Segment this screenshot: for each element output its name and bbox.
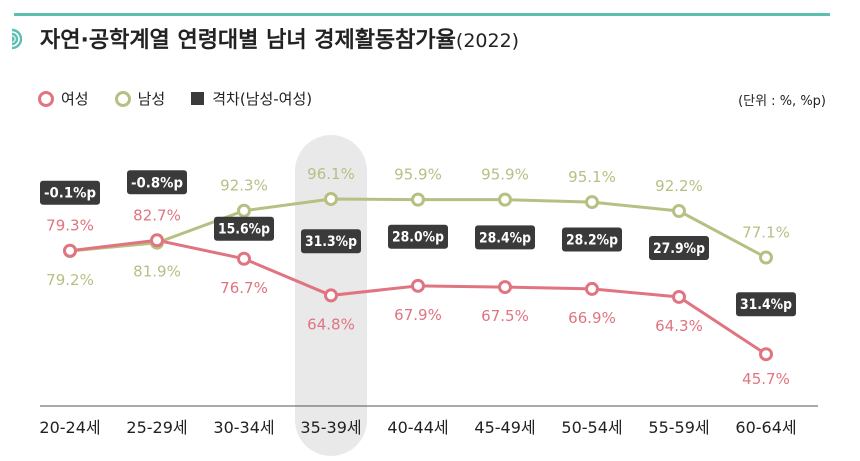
female-point (498, 280, 512, 295)
x-tick-label: 35-39세 (300, 418, 361, 437)
gap-badge (736, 292, 796, 317)
chart-title-main: 자연·공학계열 연령대별 남녀 경제활동참가율 (40, 28, 456, 53)
male-point (498, 192, 512, 207)
gap-square-icon (191, 92, 205, 105)
male-point (324, 192, 338, 206)
male-data-label: 95.1% (568, 168, 616, 186)
female-data-label: 66.9% (568, 309, 616, 327)
female-data-label: 76.7% (220, 279, 268, 297)
legend-item-female: 여성 (38, 88, 89, 109)
gap-badge-label: 31.3%p (305, 234, 357, 250)
title-top-rule (14, 13, 830, 16)
gap-badge (301, 229, 361, 254)
female-data-label: 82.7% (133, 206, 181, 224)
male-point (672, 204, 686, 219)
female-ring-icon (38, 90, 54, 107)
legend: 여성 남성 격차(남성-여성) (38, 88, 338, 109)
legend-item-gap: 격차(남성-여성) (191, 88, 312, 109)
male-data-label: 95.9% (394, 166, 442, 184)
x-tick-label: 40-44세 (387, 418, 448, 437)
gap-badge (40, 180, 100, 205)
legend-label-female: 여성 (61, 90, 89, 108)
gap-badge-label: 31.4%p (740, 297, 792, 313)
x-tick-label: 20-24세 (39, 418, 100, 437)
female-data-label: 45.7% (742, 370, 790, 388)
legend-item-male: 남성 (114, 88, 166, 109)
female-data-label: 79.3% (46, 217, 94, 235)
chart-title: 자연·공학계열 연령대별 남녀 경제활동참가율(2022) (40, 22, 519, 54)
gap-badge-label: 28.0%p (392, 230, 444, 246)
female-data-label: 64.8% (307, 315, 355, 333)
female-point (759, 347, 773, 362)
gap-badge-label: 28.2%p (566, 233, 618, 249)
x-tick-label: 50-54세 (561, 418, 622, 437)
female-point (324, 288, 338, 303)
gap-badge (388, 224, 448, 249)
chart-title-year: (2022) (455, 30, 520, 52)
male-ring-icon (114, 90, 131, 107)
female-point (63, 243, 77, 258)
male-data-label: 79.2% (46, 271, 94, 289)
male-data-label: 96.1% (307, 165, 355, 183)
female-data-label: 67.5% (481, 307, 529, 325)
female-point (237, 251, 251, 266)
x-tick-label: 25-29세 (126, 418, 187, 437)
female-point (150, 233, 164, 248)
x-tick-label: 60-64세 (735, 418, 796, 437)
gap-badge-label: 27.9%p (653, 241, 705, 257)
gap-badge-label: 28.4%p (479, 230, 531, 246)
x-tick-label: 45-49세 (474, 418, 535, 437)
male-point (411, 192, 425, 207)
male-data-label: 92.2% (655, 177, 703, 195)
gap-badge-label: -0.8%p (131, 175, 183, 191)
female-data-label: 67.9% (394, 306, 442, 324)
male-point (759, 250, 773, 265)
gap-badge-label: -0.1%p (44, 186, 96, 202)
female-point (411, 278, 425, 293)
male-data-label: 81.9% (133, 263, 181, 281)
male-point (585, 195, 599, 210)
x-tick-label: 55-59세 (648, 418, 709, 437)
male-data-label: 95.9% (481, 166, 529, 184)
male-data-label: 77.1% (742, 224, 790, 242)
logo-arcs-icon (11, 28, 23, 50)
gap-badge (127, 170, 187, 195)
gap-badge (562, 227, 622, 252)
legend-label-male: 남성 (137, 90, 166, 108)
x-tick-label: 30-34세 (213, 418, 274, 437)
female-point (672, 289, 686, 304)
gap-badge-label: 15.6%p (218, 222, 270, 238)
female-data-label: 64.3% (655, 317, 703, 335)
legend-label-gap: 격차(남성-여성) (212, 90, 313, 108)
unit-note: (단위 : %, %p) (738, 94, 826, 109)
gap-badge (214, 216, 274, 241)
gap-badge (475, 225, 535, 250)
male-data-label: 92.3% (220, 177, 268, 195)
female-point (585, 281, 599, 296)
gap-badge (649, 235, 709, 260)
male-point (237, 203, 251, 218)
